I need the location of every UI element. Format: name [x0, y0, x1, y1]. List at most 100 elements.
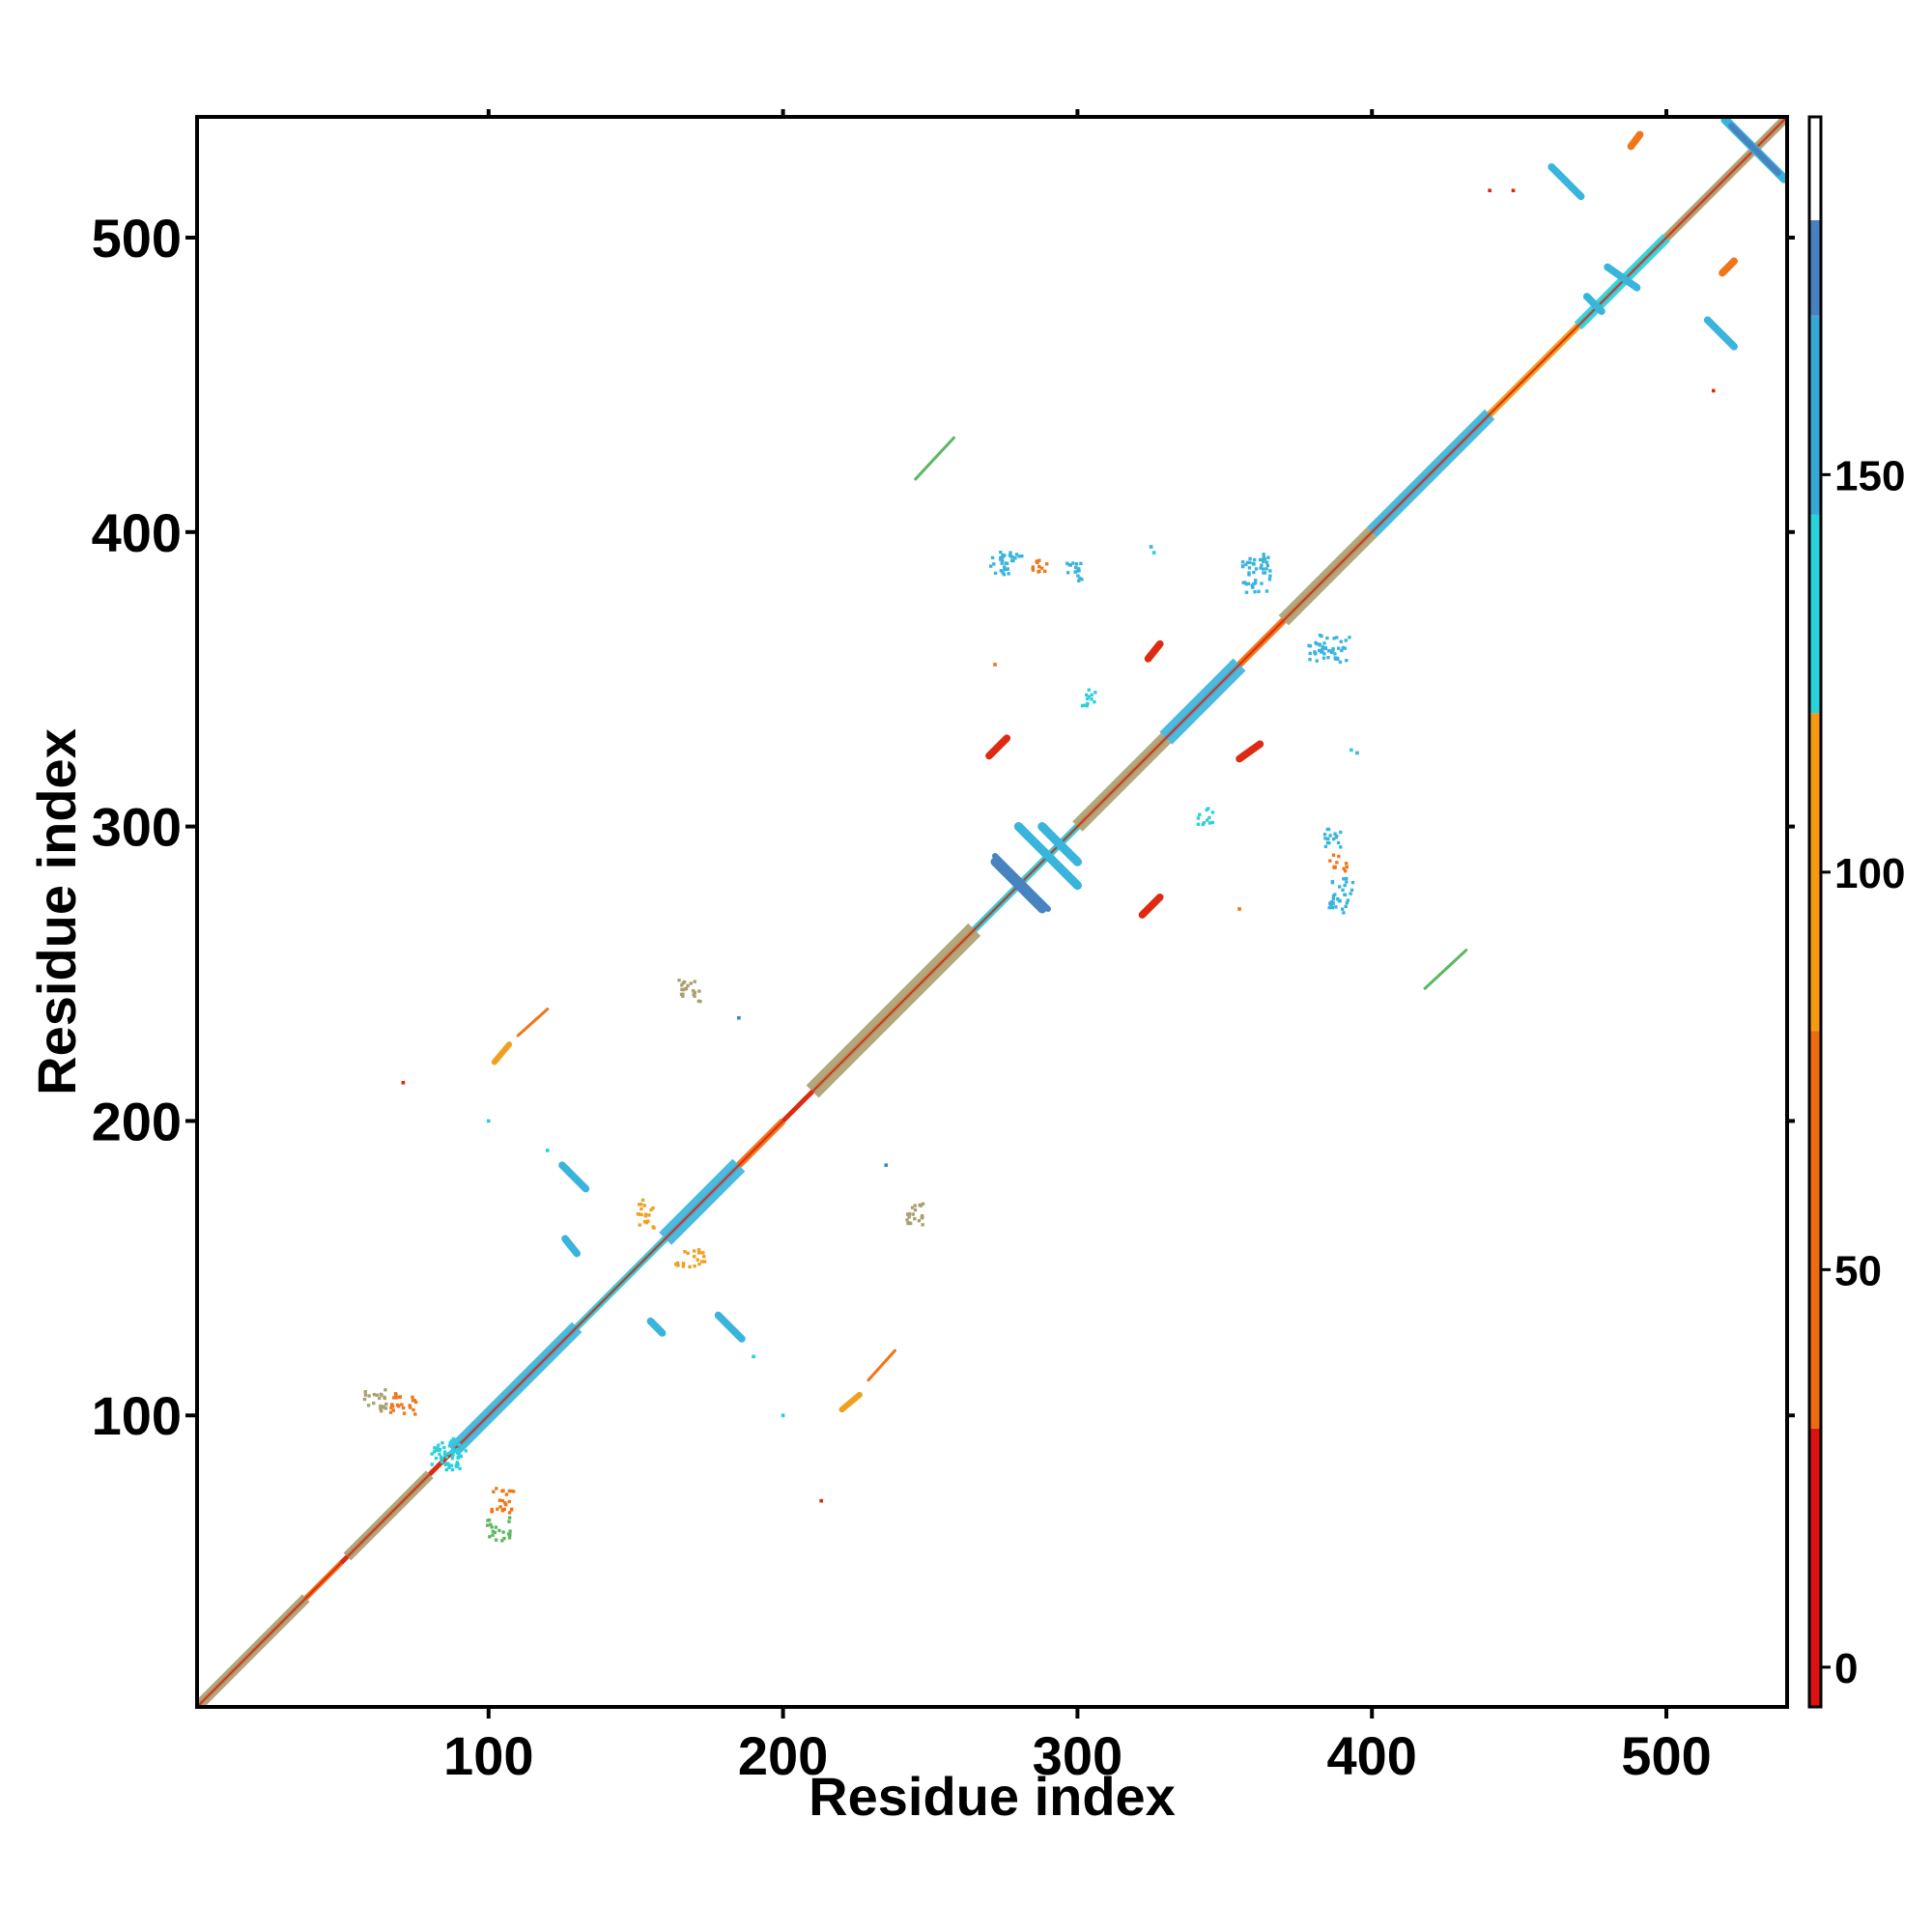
contact-cell [1262, 555, 1265, 559]
contact-cell [437, 1443, 440, 1447]
contact-point-13 [486, 1119, 491, 1123]
contact-cell [437, 1448, 441, 1452]
x-tick-label: 500 [1621, 1725, 1711, 1786]
contact-cell [649, 1208, 653, 1212]
contact-patch-7 [1328, 853, 1349, 873]
contact-cell [384, 1406, 388, 1410]
contact-cell [647, 1213, 651, 1217]
x-axis: 100 200 300 400 500 [443, 109, 1712, 1786]
contact-cell [394, 1396, 398, 1400]
contact-cell [366, 1404, 371, 1407]
contact-strip-19 [1627, 130, 1644, 151]
contact-cell [500, 1489, 504, 1493]
contact-point-16 [545, 1149, 550, 1152]
contact-cell [1343, 883, 1347, 888]
colorbar-tick-label: 150 [1834, 452, 1905, 499]
contact-cell [1003, 554, 1007, 557]
contact-cell [389, 1406, 393, 1409]
contact-patch-19 [436, 1436, 463, 1472]
contact-cell [643, 1214, 647, 1218]
contact-cell [1326, 837, 1330, 841]
contact-cell [412, 1407, 415, 1412]
contact-cell [693, 1255, 696, 1259]
contact-cell [402, 1411, 407, 1415]
contact-cell [485, 1523, 490, 1527]
contact-cell [1346, 898, 1350, 902]
contact-cell [702, 1260, 707, 1264]
contact-cell [1329, 903, 1333, 907]
contact-cell [1267, 578, 1272, 582]
contact-cell [999, 569, 1004, 573]
contact-cell [1253, 589, 1257, 594]
contact-cell [363, 1393, 368, 1397]
contact-cell [1320, 634, 1323, 639]
contact-cell [456, 1455, 460, 1460]
colorbar-tick-label: 100 [1834, 850, 1905, 897]
contact-cell [508, 1529, 512, 1533]
contact-cell [433, 1445, 437, 1450]
contact-cell [434, 1456, 439, 1461]
contact-cell [702, 1255, 706, 1259]
contact-cell [1201, 822, 1205, 827]
contact-cell [1001, 554, 1005, 557]
contact-cell [408, 1404, 412, 1407]
contact-cell [1321, 647, 1324, 652]
contact-strip-18 [1719, 257, 1738, 277]
contact-cell [500, 1498, 505, 1503]
contact-cell [1331, 896, 1336, 901]
contact-cell [1202, 821, 1206, 825]
contact-strip-13 [1728, 123, 1781, 176]
contact-cell [1336, 840, 1341, 845]
contact-cell [436, 1446, 440, 1451]
contact-patch-15 [1307, 633, 1351, 664]
contact-cell [1331, 901, 1335, 905]
contact-point-3 [1511, 188, 1516, 193]
contact-cell [1087, 695, 1092, 699]
contact-cell [1338, 660, 1343, 664]
contact-strip-7 [714, 1311, 746, 1343]
contact-cell [643, 1212, 648, 1216]
contact-cell [1031, 565, 1036, 569]
contact-cell [1260, 563, 1264, 567]
diagonal-core [196, 116, 1788, 1708]
contact-cell [684, 986, 689, 990]
contact-cell [507, 1536, 512, 1540]
contact-point-0 [401, 1080, 406, 1085]
contact-cell [1045, 562, 1049, 566]
contact-cell [392, 1396, 396, 1400]
contact-cell [1252, 557, 1257, 562]
y-axis-title: Residue index [26, 728, 87, 1095]
contact-cell [509, 1489, 513, 1493]
contact-cell [1337, 885, 1342, 889]
colorbar-tick-label: 0 [1834, 1645, 1858, 1692]
contact-cell [1240, 560, 1245, 564]
contact-cell [1343, 868, 1348, 873]
contact-cell [680, 983, 684, 987]
contact-cell [455, 1461, 460, 1464]
contact-cell [639, 1203, 643, 1207]
contact-cell [1344, 639, 1348, 642]
contact-cell [918, 1203, 922, 1208]
contact-patch-2 [485, 1516, 512, 1543]
contact-cell [1327, 905, 1331, 910]
contact-cell [507, 1520, 511, 1523]
contact-cell [507, 1489, 512, 1493]
contact-cell [448, 1440, 452, 1445]
contact-cell [1340, 648, 1344, 653]
contact-cell [1336, 896, 1340, 901]
contact-cell [638, 1223, 641, 1227]
contact-cell [440, 1460, 444, 1464]
contact-patch-0 [362, 1388, 388, 1413]
contact-cell [1345, 880, 1349, 884]
colorbar-band-2 [1809, 713, 1821, 1032]
contact-cell [489, 1522, 493, 1526]
contact-cell [911, 1212, 915, 1216]
contact-cell [692, 992, 696, 996]
colorbar-band-1 [1809, 1031, 1821, 1429]
contact-cell [452, 1437, 456, 1442]
contact-cell [449, 1438, 454, 1443]
contact-cell [1345, 865, 1349, 869]
contact-cell [442, 1452, 447, 1457]
